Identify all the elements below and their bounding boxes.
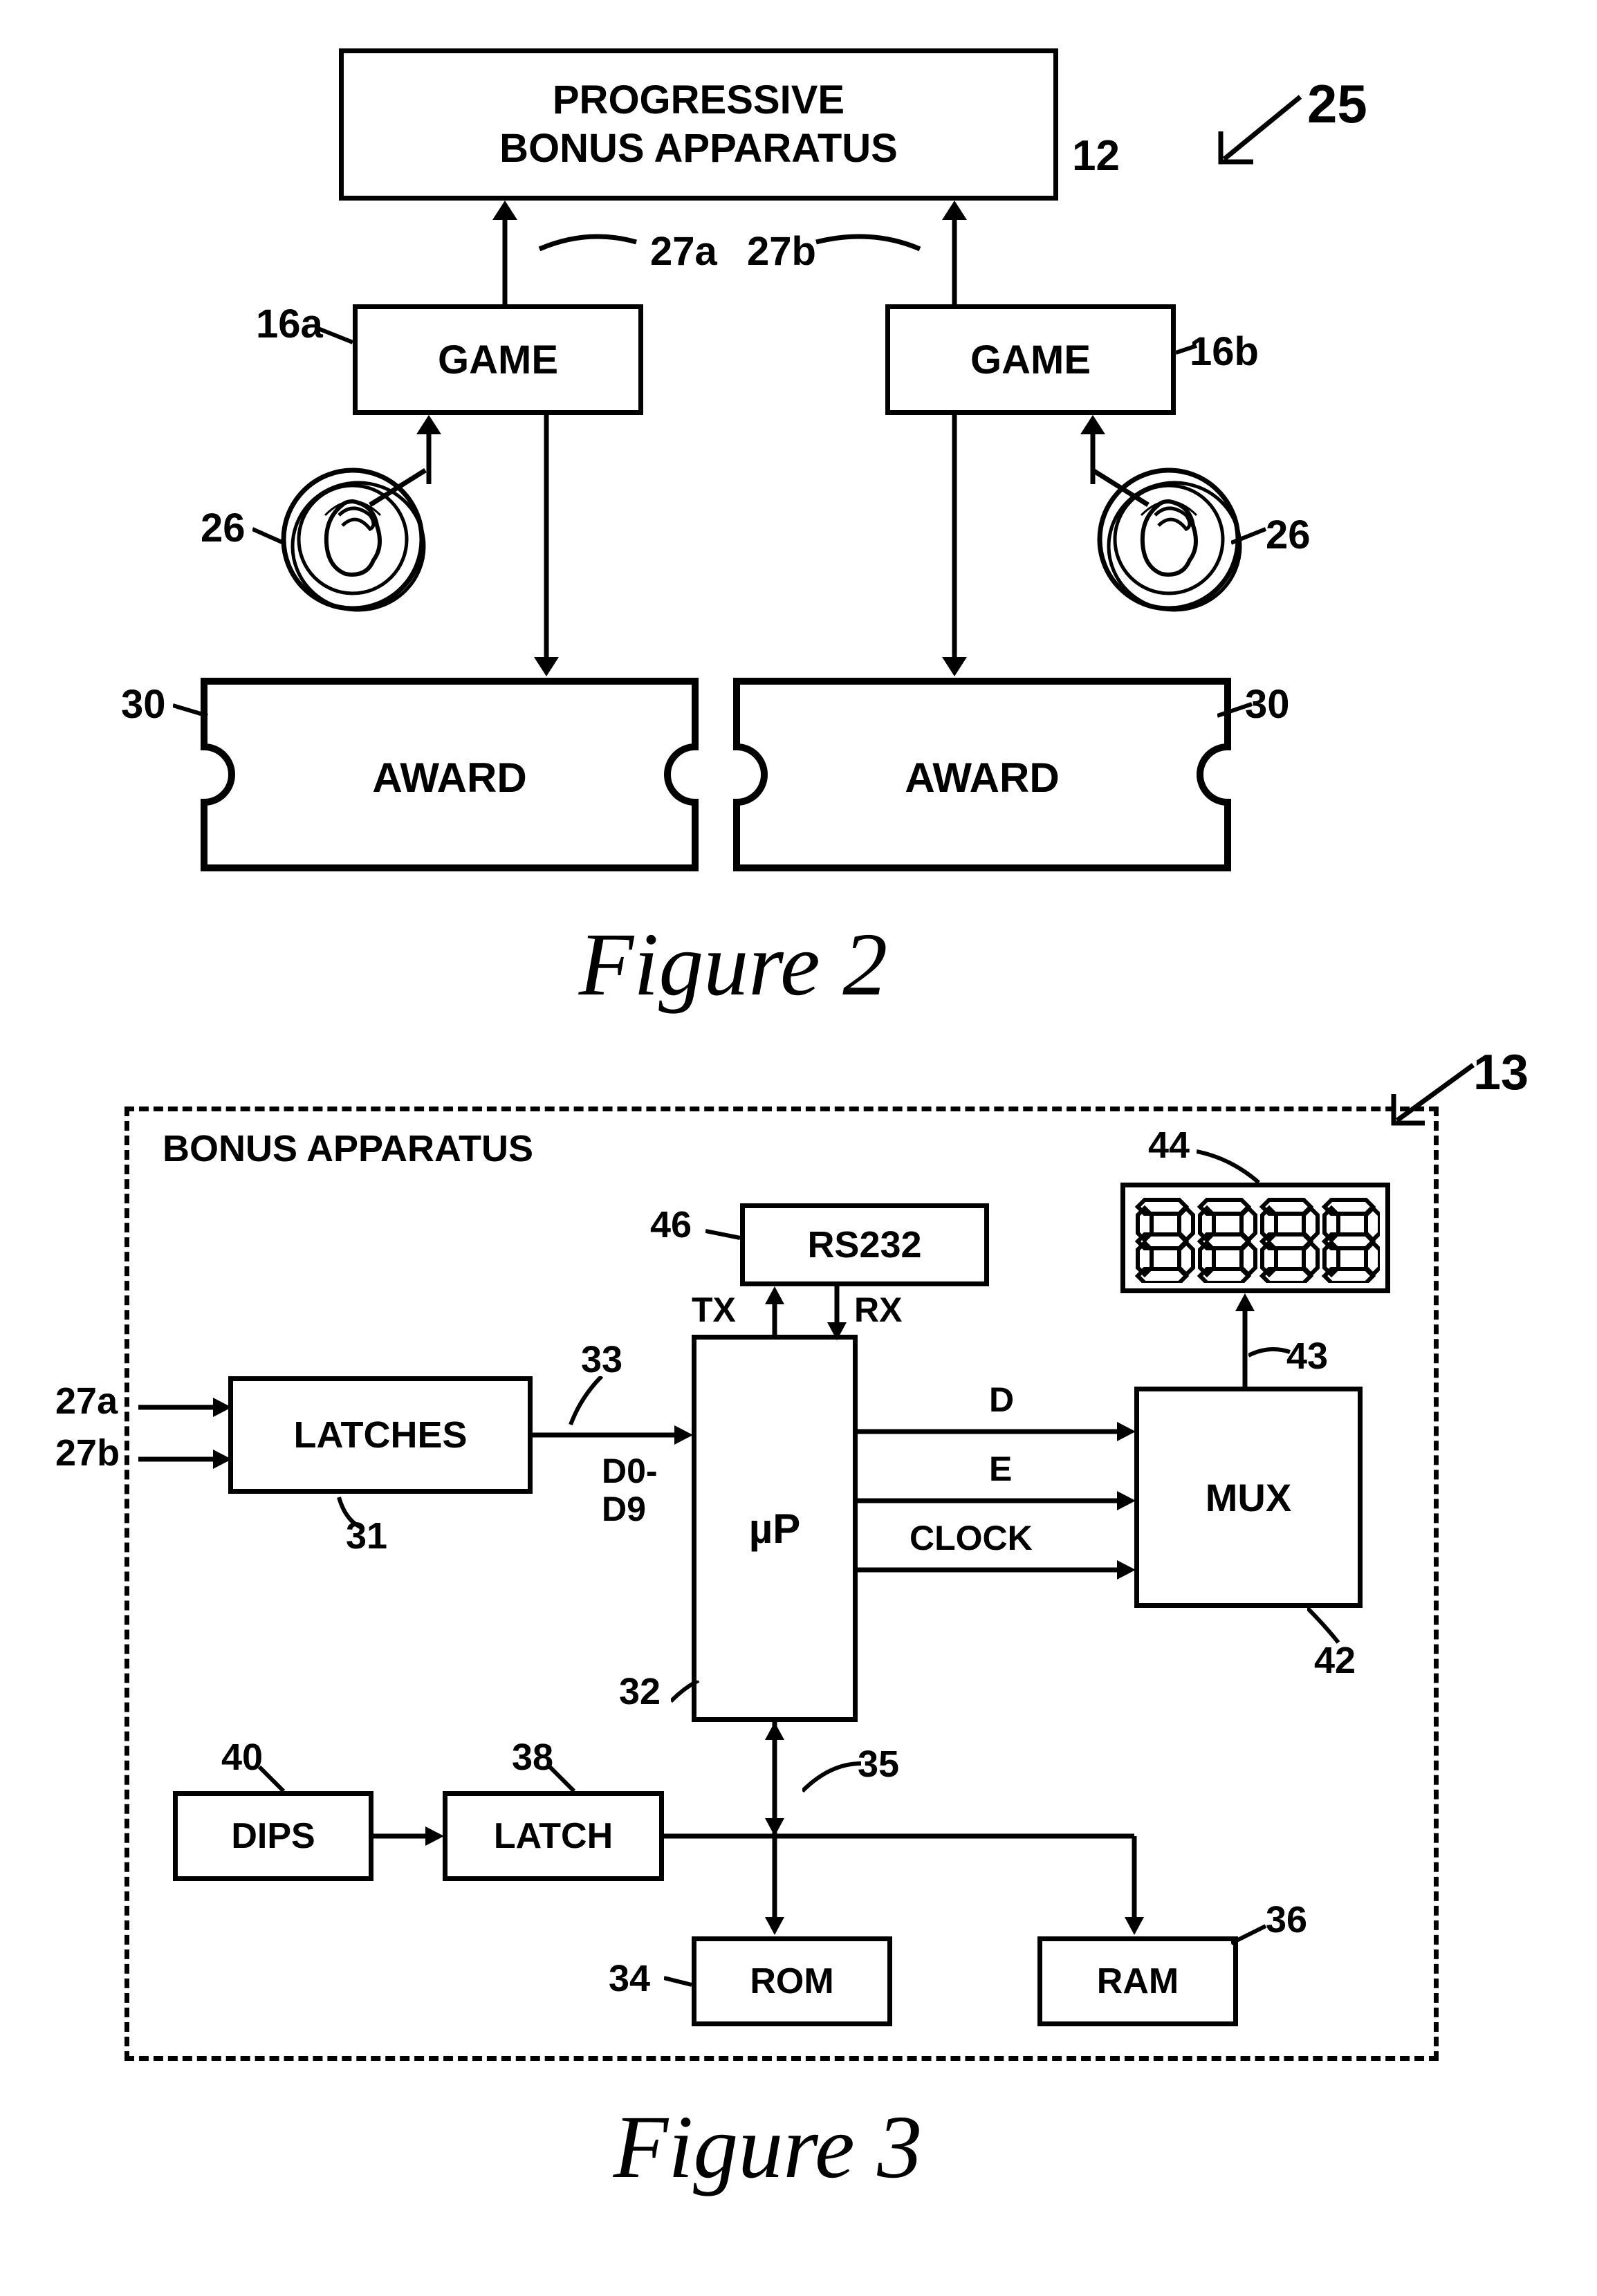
progressive-label: PROGRESSIVE BONUS APPARATUS xyxy=(499,76,898,172)
arrow-27a xyxy=(138,1394,235,1421)
d-label: D xyxy=(989,1380,1014,1420)
fig3-ref-13: 13 xyxy=(1473,1044,1529,1101)
leader-26-right xyxy=(1231,526,1269,553)
tx-label: TX xyxy=(692,1290,736,1330)
ref-27b: 27b xyxy=(747,228,816,275)
ref-46: 46 xyxy=(650,1203,692,1246)
in-27a: 27a xyxy=(55,1380,118,1423)
rom-box: ROM xyxy=(692,1936,892,2026)
ref-33: 33 xyxy=(581,1338,622,1381)
arrow-rx xyxy=(823,1286,851,1342)
ref-12: 12 xyxy=(1072,131,1120,180)
bus-d0d9: D0- D9 xyxy=(602,1452,658,1528)
game-left-box: GAME xyxy=(353,304,643,415)
ram-label: RAM xyxy=(1097,1961,1179,2002)
ram-box: RAM xyxy=(1037,1936,1238,2026)
arrow-tx xyxy=(761,1286,788,1342)
arrow-E xyxy=(858,1487,1141,1515)
leader-26-left xyxy=(252,522,287,550)
e-label: E xyxy=(989,1449,1012,1489)
rx-label: RX xyxy=(854,1290,902,1330)
uP-label: µP xyxy=(749,1505,801,1553)
leader-32 xyxy=(671,1681,705,1715)
ref-44: 44 xyxy=(1148,1124,1190,1167)
dips-label: DIPS xyxy=(231,1815,315,1857)
leader-42 xyxy=(1307,1604,1349,1653)
arrow-dips-to-latch xyxy=(373,1822,450,1850)
award-right-ticket: AWARD xyxy=(733,678,1231,871)
arrow-game-right-to-award xyxy=(934,415,975,678)
arrow-coin-right-to-game-link xyxy=(1086,463,1169,519)
latch-box: LATCH xyxy=(443,1791,664,1881)
leader-31 xyxy=(332,1494,373,1535)
rs232-box: RS232 xyxy=(740,1203,989,1286)
fig2-ref-arrow xyxy=(1183,83,1321,180)
progressive-bonus-apparatus-box: PROGRESSIVE BONUS APPARATUS xyxy=(339,48,1058,201)
ref-26-left: 26 xyxy=(201,505,246,551)
figure2-caption: Figure 2 xyxy=(41,913,1425,1017)
ref-34: 34 xyxy=(609,1957,650,2000)
leader-36 xyxy=(1231,1923,1273,1950)
game-left-label: GAME xyxy=(438,337,558,383)
mux-label: MUX xyxy=(1206,1475,1291,1520)
award-right-text: AWARD xyxy=(905,754,1059,801)
clock-label: CLOCK xyxy=(910,1518,1033,1558)
leader-46 xyxy=(705,1224,747,1245)
arrow-27b xyxy=(138,1445,235,1473)
leader-33 xyxy=(567,1376,616,1432)
award-left-ticket: AWARD xyxy=(201,678,699,871)
seven-segment-display xyxy=(1120,1183,1390,1293)
leader-30-left xyxy=(173,698,211,726)
arrow-coin-left-to-game-link xyxy=(356,463,439,519)
game-right-label: GAME xyxy=(970,337,1091,383)
leader-40 xyxy=(256,1763,290,1798)
leader-34 xyxy=(664,1971,699,1992)
bonus-apparatus-title: BONUS APPARATUS xyxy=(163,1127,533,1170)
ref-30-left: 30 xyxy=(121,681,166,728)
leader-16b xyxy=(1176,342,1203,363)
latch-label: LATCH xyxy=(494,1815,613,1857)
latches-label: LATCHES xyxy=(294,1414,468,1456)
arrow-CLOCK xyxy=(858,1556,1141,1584)
mux-box: MUX xyxy=(1134,1387,1363,1608)
ref-27a: 27a xyxy=(650,228,717,275)
rom-label: ROM xyxy=(750,1961,833,2002)
leader-38 xyxy=(546,1763,581,1798)
uP-box: µP xyxy=(692,1335,858,1722)
leader-43 xyxy=(1248,1342,1297,1369)
figure3-caption: Figure 3 xyxy=(41,2095,1494,2199)
dips-box: DIPS xyxy=(173,1791,373,1881)
leader-16a xyxy=(318,322,360,349)
ref-26-right: 26 xyxy=(1266,512,1311,558)
arrow-latches-to-uP xyxy=(533,1418,699,1452)
ref-32: 32 xyxy=(619,1670,661,1713)
ref-16a: 16a xyxy=(256,301,323,347)
leader-44 xyxy=(1197,1145,1266,1193)
bus-35 xyxy=(664,1722,1203,1943)
leader-35 xyxy=(802,1757,871,1798)
rs232-label: RS232 xyxy=(807,1223,921,1266)
award-left-text: AWARD xyxy=(372,754,526,801)
arrow-game-left-to-award xyxy=(526,415,567,678)
fig2-ref-25: 25 xyxy=(1307,73,1367,136)
latches-box: LATCHES xyxy=(228,1376,533,1494)
leader-30-right xyxy=(1217,698,1255,726)
game-right-box: GAME xyxy=(885,304,1176,415)
arrow-D xyxy=(858,1418,1141,1445)
in-27b: 27b xyxy=(55,1432,120,1474)
